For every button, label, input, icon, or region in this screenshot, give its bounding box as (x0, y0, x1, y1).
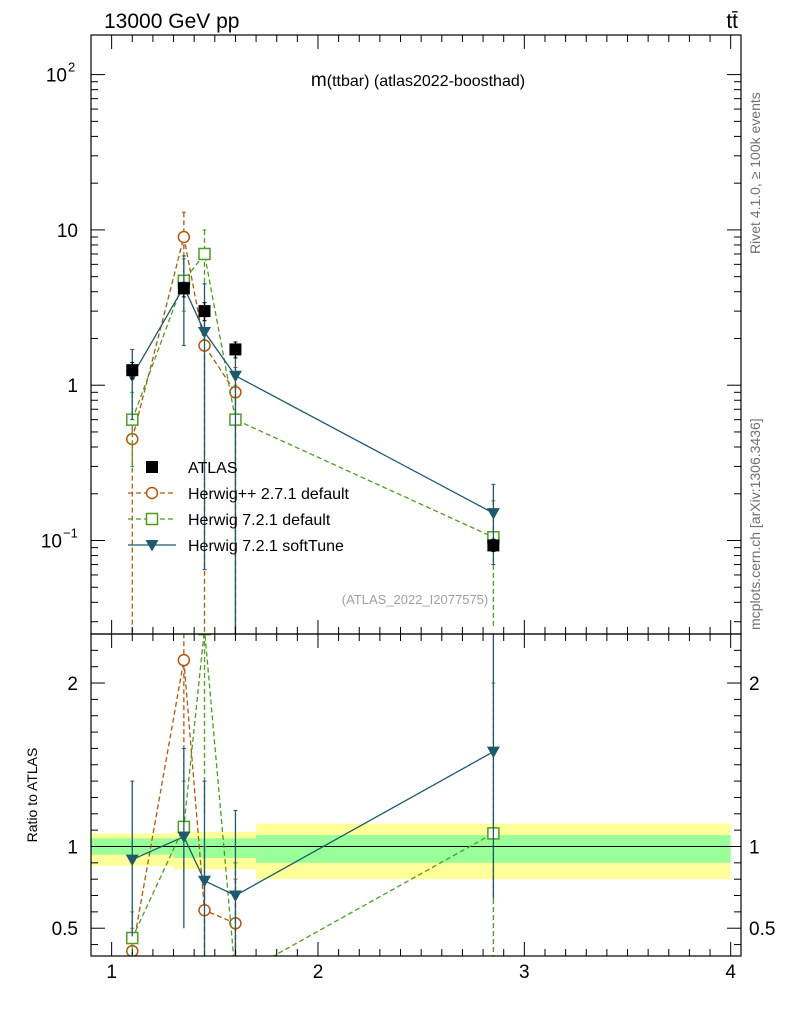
ratio-y-tick-label-left-2: 2 (67, 674, 78, 695)
legend-label-herwig-2-7-1-default: Herwig++ 2.7.1 default (188, 486, 350, 503)
data-point-atlas-1 (177, 282, 190, 295)
x-tick-label-4: 4 (725, 962, 736, 983)
legend: ATLAS Herwig++ 2.7.1 default Herwig 7.2.1 … (128, 460, 350, 555)
ratio-point-herwig-7-2-1-softtune-4 (486, 746, 500, 759)
y-tick-label-0.1-exponent: −1 (63, 526, 78, 541)
legend-label-herwig-7-2-1-softtune: Herwig 7.2.1 softTune (188, 538, 344, 555)
ratio-point-herwig-7-2-1-softtune-3 (228, 890, 242, 903)
ratio-y-axis-label: Ratio to ATLAS (24, 748, 40, 843)
mcplots-label: mcplots.cern.ch [arXiv:1306.3436] (747, 418, 763, 630)
legend-label-herwig-7-2-1-default: Herwig 7.2.1 default (188, 512, 331, 529)
process-label: tt̄ (726, 10, 738, 33)
x-tick-label-2: 2 (313, 962, 324, 983)
main-series-group (125, 211, 500, 634)
ratio-point-herwig-2-7-1-default-1 (177, 653, 191, 667)
ratio-y-tick-label-left-0.5: 0.5 (52, 919, 78, 940)
ratio-line-herwig-2-7-1-default (131, 660, 236, 952)
ratio-point-herwig-7-2-1-default-3 (230, 972, 241, 983)
x-tick-label-1: 1 (106, 962, 117, 983)
legend-marker-atlas (146, 461, 158, 473)
ratio-line-herwig-7-2-1-default (131, 634, 494, 956)
y-tick-label-1: 1 (67, 376, 78, 397)
legend-marker-herwig-7-2-1-default (145, 512, 159, 526)
source-annotation: (ATLAS_2022_I2077575) (342, 592, 488, 607)
data-point-herwig-7-2-1-softtune-2 (197, 327, 211, 339)
panel-frames (90, 34, 742, 957)
ratio-y-tick-label-right-1: 1 (749, 837, 760, 858)
ratio-point-herwig-7-2-1-softtune-0 (125, 854, 139, 867)
legend-label-atlas: ATLAS (188, 460, 238, 477)
plot-title-main: m (311, 70, 327, 91)
ratio-frame (90, 633, 742, 957)
data-point-herwig-7-2-1-softtune-3 (228, 370, 242, 383)
x-tick-label-3: 3 (519, 962, 530, 983)
data-point-atlas-2 (198, 305, 211, 318)
series-line-herwig-2-7-1-default (131, 236, 236, 440)
main-panel (91, 35, 741, 634)
series-layer (125, 211, 500, 983)
ratio-y-tick-label-right-2: 2 (749, 674, 760, 695)
y-tick-label-100: 10 (46, 66, 67, 87)
series-line-herwig-7-2-1-default (131, 252, 494, 538)
data-point-herwig-2-7-1-default-1 (177, 230, 191, 244)
ratio-y-tick-label-right-0.5: 0.5 (749, 919, 775, 940)
data-point-atlas-4 (487, 539, 500, 552)
main-plot-area (91, 35, 741, 634)
y-tick-label-0.1: 10 (41, 532, 62, 553)
ratio-point-herwig-7-2-1-softtune-1 (177, 831, 191, 844)
data-point-herwig-7-2-1-default-2 (198, 247, 211, 261)
legend-marker-herwig-7-2-1-softtune (145, 540, 159, 552)
rivet-label: Rivet 4.1.0, ≥ 100k events (747, 92, 763, 254)
legend-marker-herwig-2-7-1-default (145, 486, 159, 500)
data-point-atlas-0 (126, 364, 139, 377)
data-point-atlas-3 (229, 343, 242, 356)
plot-title: m(ttbar) (atlas2022-boosthad) (311, 70, 525, 91)
ratio-y-tick-label-left-1: 1 (67, 837, 78, 858)
y-tick-label-100-exponent: 2 (68, 60, 75, 75)
energy-label: 13000 GeV pp (104, 10, 239, 33)
ratio-point-herwig-7-2-1-softtune-2 (197, 875, 211, 888)
y-tick-label-10: 10 (57, 221, 78, 242)
plot-title-rest: (ttbar) (atlas2022-boosthad) (327, 73, 525, 90)
data-point-herwig-7-2-1-softtune-4 (486, 508, 500, 520)
ratio-series-group (125, 634, 500, 983)
